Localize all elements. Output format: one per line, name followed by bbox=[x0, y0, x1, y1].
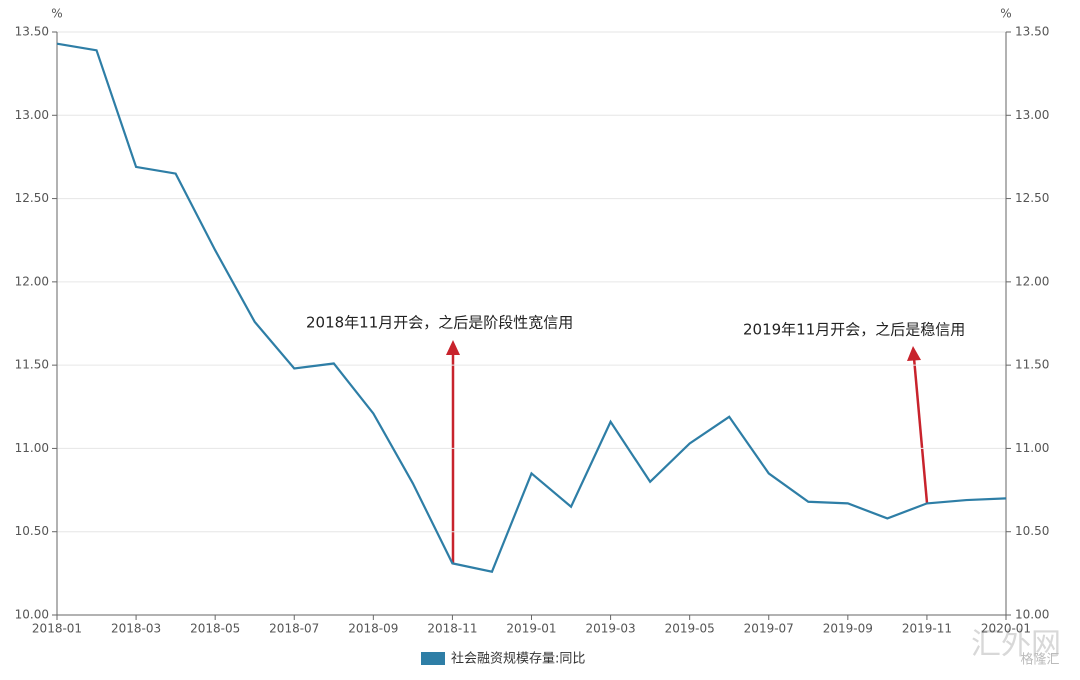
x-tick-label: 2019-11 bbox=[902, 622, 952, 636]
x-tick-label: 2018-09 bbox=[348, 622, 398, 636]
x-tick-label: 2018-03 bbox=[111, 622, 161, 636]
y2-tick-label: 11.00 bbox=[1015, 441, 1049, 455]
y-tick-label: 11.00 bbox=[15, 441, 49, 455]
y2-tick-label: 13.50 bbox=[1015, 25, 1049, 39]
y2-tick-label: 10.00 bbox=[1015, 608, 1049, 622]
x-tick-label: 2019-07 bbox=[744, 622, 794, 636]
y2-unit: % bbox=[1000, 7, 1011, 21]
x-tick-label: 2019-03 bbox=[586, 622, 636, 636]
x-tick-label: 2018-11 bbox=[427, 622, 477, 636]
y2-tick-label: 11.50 bbox=[1015, 358, 1049, 372]
annotation: 2018年11月开会，之后是阶段性宽信用 bbox=[306, 314, 573, 332]
x-tick-label: 2018-01 bbox=[32, 622, 82, 636]
x-tick-label: 2019-01 bbox=[506, 622, 556, 636]
x-tick-label: 2020-01 bbox=[981, 622, 1031, 636]
y-tick-label: 12.50 bbox=[15, 191, 49, 205]
arrows bbox=[446, 340, 929, 564]
y-tick-label: 13.50 bbox=[15, 25, 49, 39]
y2-tick-label: 12.50 bbox=[1015, 191, 1049, 205]
annotation: 2019年11月开会，之后是稳信用 bbox=[743, 321, 965, 339]
y2-tick-label: 12.00 bbox=[1015, 274, 1049, 288]
x-tick-label: 2018-05 bbox=[190, 622, 240, 636]
x-tick-label: 2018-07 bbox=[269, 622, 319, 636]
watermark: 格隆汇 bbox=[1020, 652, 1059, 668]
legend-swatch bbox=[421, 652, 445, 665]
y-unit: % bbox=[51, 7, 62, 21]
y2-tick-label: 10.50 bbox=[1015, 524, 1049, 538]
x-tick-label: 2019-05 bbox=[665, 622, 715, 636]
legend-label: 社会融资规模存量:同比 bbox=[451, 651, 585, 667]
watermark: 汇外网 bbox=[971, 627, 1061, 662]
y-tick-label: 10.00 bbox=[15, 608, 49, 622]
y2-tick-label: 13.00 bbox=[1015, 108, 1049, 122]
line bbox=[56, 42, 1007, 573]
x-tick-label: 2019-09 bbox=[823, 622, 873, 636]
y-tick-label: 10.50 bbox=[15, 524, 49, 538]
y-tick-label: 11.50 bbox=[15, 358, 49, 372]
y-tick-label: 13.00 bbox=[15, 108, 49, 122]
y-tick-label: 12.00 bbox=[15, 274, 49, 288]
